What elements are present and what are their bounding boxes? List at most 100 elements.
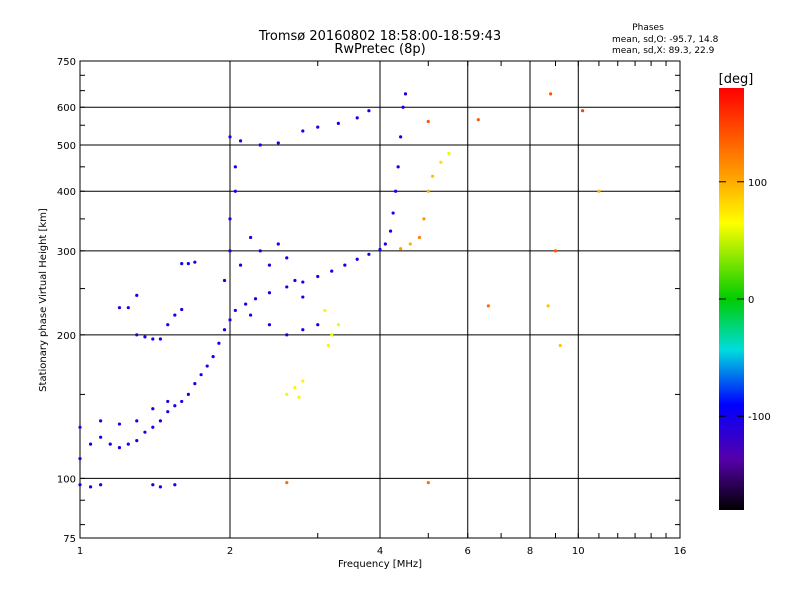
data-point: [316, 274, 320, 279]
data-point: [166, 410, 170, 414]
data-point: [276, 242, 280, 246]
data-point: [316, 125, 320, 129]
data-point: [394, 189, 398, 193]
data-point: [135, 439, 139, 443]
data-point: [343, 263, 347, 267]
data-point: [222, 278, 227, 283]
x-tick-label: 16: [674, 546, 687, 557]
data-point: [301, 379, 305, 383]
data-point: [422, 217, 426, 221]
data-points: [78, 92, 601, 489]
data-point: [228, 217, 232, 221]
data-point: [301, 328, 305, 332]
x-tick-label: 4: [377, 546, 383, 557]
data-point: [217, 341, 221, 345]
data-point: [158, 419, 163, 423]
x-tick-label: 1: [77, 546, 83, 557]
data-point: [580, 109, 585, 113]
chart-subtitle: RwPretec (8p): [334, 42, 425, 57]
x-tick-label: 8: [527, 546, 533, 557]
data-point: [173, 313, 177, 317]
data-point: [228, 135, 232, 139]
data-point: [367, 109, 371, 113]
colorbar-tick-label: 0: [748, 295, 754, 306]
data-point: [388, 229, 393, 233]
data-point: [355, 116, 359, 120]
data-point: [401, 105, 405, 109]
data-point: [258, 249, 262, 253]
data-point: [199, 373, 203, 377]
data-point: [151, 425, 155, 429]
data-point: [336, 323, 340, 327]
data-point: [238, 263, 243, 267]
data-point: [293, 386, 297, 390]
data-point: [383, 242, 387, 246]
data-point: [88, 442, 93, 446]
data-point: [99, 419, 103, 423]
data-point: [186, 392, 190, 397]
data-point: [276, 141, 280, 145]
data-point: [417, 235, 422, 240]
data-point: [158, 337, 163, 341]
data-point: [151, 483, 155, 487]
data-point: [233, 308, 237, 313]
data-point: [135, 333, 139, 337]
data-point: [253, 297, 258, 301]
data-point: [135, 419, 139, 423]
y-tick-label: 750: [57, 57, 76, 68]
data-point: [135, 293, 139, 297]
data-point: [117, 306, 122, 310]
data-point: [285, 256, 289, 260]
data-point: [396, 165, 400, 169]
colorbar-tick-label: -100: [748, 412, 771, 423]
data-point: [108, 442, 112, 446]
data-point: [78, 483, 82, 487]
x-tick-label: 10: [572, 546, 585, 557]
data-point: [151, 407, 155, 411]
data-point: [447, 151, 451, 156]
data-point: [316, 323, 320, 327]
data-point: [78, 425, 82, 429]
data-point: [258, 143, 262, 147]
data-point: [408, 242, 412, 246]
data-point: [126, 442, 130, 446]
data-point: [285, 285, 289, 289]
data-point: [244, 302, 248, 306]
data-point: [355, 257, 359, 261]
data-point: [558, 343, 562, 348]
data-point: [222, 328, 227, 332]
y-tick-label: 500: [57, 141, 76, 152]
data-point: [285, 480, 289, 485]
data-point: [117, 446, 122, 450]
chart-title: Tromsø 20160802 18:58:00-18:59:43: [258, 29, 501, 44]
data-point: [330, 269, 334, 273]
data-point: [173, 404, 177, 408]
data-point: [180, 399, 184, 404]
x-tick-label: 2: [227, 546, 233, 557]
data-point: [193, 260, 197, 264]
colorbar-tick-label: 100: [748, 178, 767, 189]
data-point: [439, 160, 443, 164]
y-tick-label: 400: [57, 187, 76, 198]
data-point: [426, 119, 430, 124]
data-point: [249, 235, 253, 240]
data-point: [158, 485, 163, 489]
data-point: [249, 313, 253, 317]
data-point: [297, 395, 301, 399]
y-tick-label: 600: [57, 103, 76, 114]
data-point: [228, 318, 232, 322]
data-point: [267, 291, 272, 295]
data-point: [301, 295, 305, 299]
data-point: [546, 304, 550, 308]
data-point: [597, 189, 601, 193]
stats-line-o: mean, sd,O: -95.7, 14.8: [612, 35, 719, 45]
data-point: [549, 92, 553, 96]
data-point: [267, 263, 272, 267]
x-tick-label: 6: [465, 546, 471, 557]
stats-heading: Phases: [632, 23, 664, 33]
data-point: [301, 129, 305, 133]
data-point: [391, 211, 395, 215]
y-tick-label: 300: [57, 247, 76, 258]
stats-line-x: mean, sd,X: 89.3, 22.9: [612, 46, 715, 56]
